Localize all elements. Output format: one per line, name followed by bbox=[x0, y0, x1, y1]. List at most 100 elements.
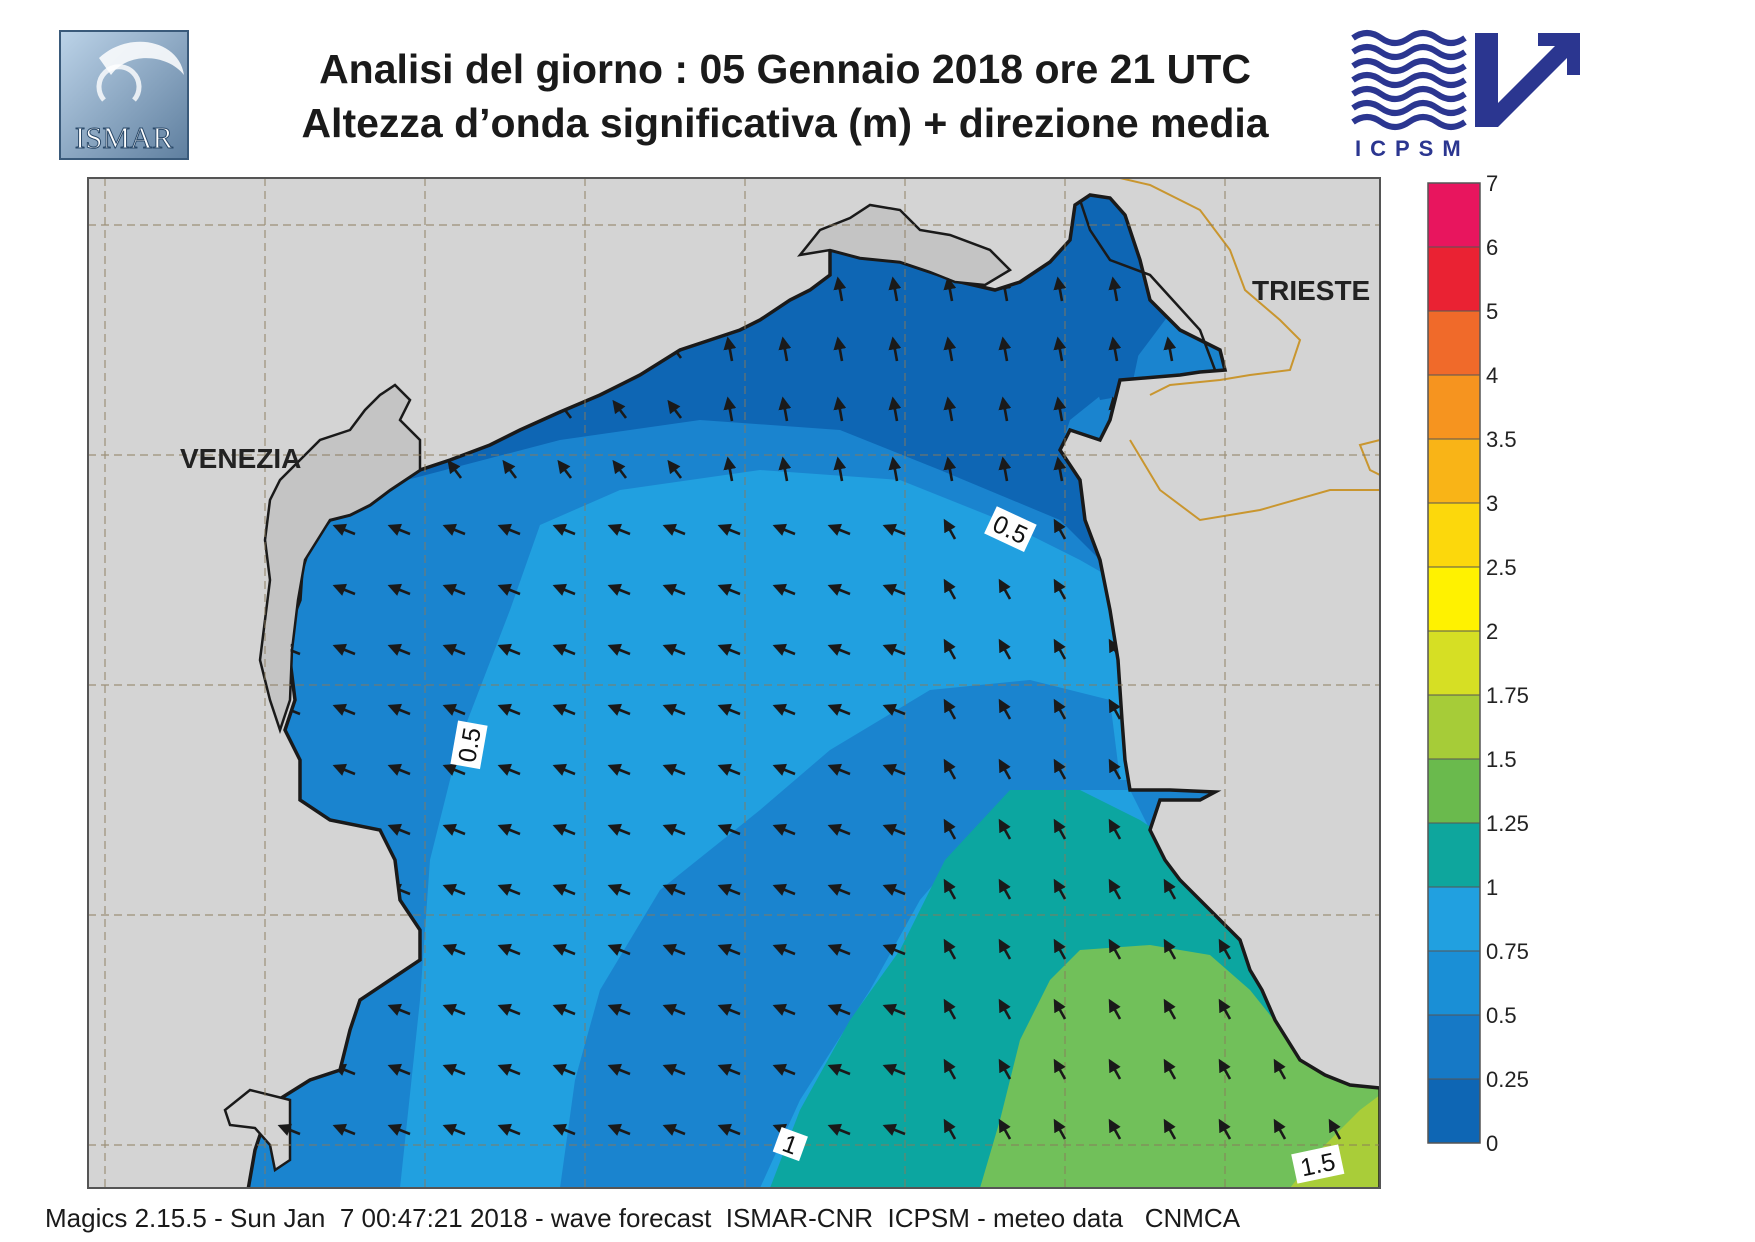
wave-arrow bbox=[552, 703, 576, 716]
wave-arrow bbox=[833, 396, 847, 422]
colorbar-tick-label: 2.5 bbox=[1486, 555, 1517, 580]
wave-arrow bbox=[827, 943, 851, 956]
wave-arrow bbox=[772, 823, 796, 836]
wave-arrow bbox=[827, 883, 851, 896]
colorbar-tick-label: 1.25 bbox=[1486, 811, 1529, 836]
wave-arrow bbox=[442, 583, 466, 596]
wave-arrow bbox=[772, 643, 796, 656]
wave-arrow bbox=[998, 998, 1012, 1020]
wave-arrow bbox=[827, 1123, 851, 1136]
colorbar-swatch bbox=[1428, 439, 1480, 504]
colorbar-tick-label: 2 bbox=[1486, 619, 1498, 644]
colorbar-tick-label: 0 bbox=[1486, 1131, 1498, 1156]
wave-arrow bbox=[1053, 336, 1067, 362]
colorbar-tick-label: 0.75 bbox=[1486, 939, 1529, 964]
wave-arrow bbox=[1053, 1118, 1067, 1140]
wave-arrow bbox=[717, 1063, 741, 1076]
colorbar-tick-label: 5 bbox=[1486, 299, 1498, 324]
colorbar-swatch bbox=[1428, 695, 1480, 760]
colorbar-tick-label: 1.75 bbox=[1486, 683, 1529, 708]
wave-arrow bbox=[497, 1123, 521, 1136]
wave-arrow bbox=[552, 823, 576, 836]
wave-arrow bbox=[717, 1003, 741, 1016]
wave-arrow bbox=[998, 878, 1012, 900]
wave-arrow bbox=[882, 643, 906, 656]
wave-arrow bbox=[772, 763, 796, 776]
wave-arrow bbox=[1163, 1118, 1177, 1140]
contour-label-4: 1.5 bbox=[1291, 1144, 1345, 1184]
wave-arrow bbox=[387, 763, 411, 776]
wave-arrow bbox=[882, 763, 906, 776]
wave-arrow bbox=[552, 583, 576, 596]
wave-arrow bbox=[607, 823, 631, 836]
colorbar-swatch bbox=[1428, 759, 1480, 824]
wave-arrow bbox=[1218, 1058, 1232, 1080]
wave-arrow bbox=[662, 1063, 686, 1076]
wave-arrow bbox=[827, 823, 851, 836]
wave-arrow bbox=[1053, 638, 1067, 660]
wave-arrow bbox=[662, 643, 686, 656]
wave-arrow bbox=[772, 1003, 796, 1016]
wave-arrow bbox=[717, 703, 741, 716]
wave-arrow bbox=[552, 1063, 576, 1076]
wave-arrow bbox=[827, 1003, 851, 1016]
colorbar-swatch bbox=[1428, 887, 1480, 952]
wave-arrow bbox=[497, 943, 521, 956]
wave-arrow bbox=[552, 883, 576, 896]
colorbar-swatch bbox=[1428, 567, 1480, 632]
wave-arrow bbox=[882, 1003, 906, 1016]
border-line-2 bbox=[1129, 439, 1380, 522]
wave-arrow bbox=[717, 763, 741, 776]
wave-arrow bbox=[943, 698, 957, 720]
wave-arrow bbox=[662, 763, 686, 776]
wave-arrow bbox=[772, 583, 796, 596]
wave-arrow bbox=[1053, 578, 1067, 600]
colorbar-tick-label: 3.5 bbox=[1486, 427, 1517, 452]
icpsm-logo-icon: ICPSM bbox=[1351, 30, 1580, 161]
wave-arrow bbox=[607, 943, 631, 956]
contour-label-3: 1 bbox=[772, 1127, 808, 1162]
wave-arrow bbox=[1108, 758, 1122, 780]
wave-arrow bbox=[442, 943, 466, 956]
wave-arrow bbox=[552, 763, 576, 776]
wave-arrow bbox=[552, 943, 576, 956]
wave-arrow bbox=[888, 456, 902, 482]
wave-arrow bbox=[1053, 998, 1067, 1020]
footer-credits: Magics 2.15.5 - Sun Jan 7 00:47:21 2018 … bbox=[45, 1203, 1241, 1233]
colorbar-swatch bbox=[1428, 311, 1480, 376]
wave-arrow bbox=[998, 638, 1012, 660]
colorbar-swatch bbox=[1428, 1015, 1480, 1080]
wave-arrow bbox=[387, 1123, 411, 1136]
wave-arrow bbox=[717, 943, 741, 956]
wave-arrow bbox=[662, 583, 686, 596]
wave-arrow bbox=[1053, 276, 1067, 302]
title-line-1: Analisi del giorno : 05 Gennaio 2018 ore… bbox=[319, 46, 1251, 92]
wave-arrow bbox=[998, 456, 1012, 482]
wave-arrow bbox=[1273, 1058, 1287, 1080]
wave-arrow bbox=[827, 703, 851, 716]
wave-arrow bbox=[888, 336, 902, 362]
colorbar: 7 6 5 4 3.5 3 2.5 2 1.75 1.5 1.25 1 0.75 0.5 0.25 0 bbox=[1427, 171, 1529, 1156]
wave-arrow bbox=[998, 758, 1012, 780]
wave-arrow bbox=[888, 396, 902, 422]
wave-arrow bbox=[1163, 998, 1177, 1020]
wave-arrow bbox=[943, 638, 957, 660]
wave-arrow bbox=[998, 938, 1012, 960]
colorbar-swatch bbox=[1428, 247, 1480, 312]
colorbar-swatch bbox=[1428, 951, 1480, 1016]
title-line-2: Altezza d’onda significativa (m) + direz… bbox=[301, 100, 1269, 146]
wave-arrow bbox=[497, 883, 521, 896]
wave-arrow bbox=[442, 1003, 466, 1016]
wave-arrow bbox=[1053, 456, 1067, 482]
wave-arrow bbox=[607, 883, 631, 896]
border-line-3 bbox=[1358, 439, 1380, 476]
wave-arrow bbox=[442, 883, 466, 896]
colorbar-tick-label: 1.5 bbox=[1486, 747, 1517, 772]
map-frame bbox=[87, 177, 1381, 1189]
wave-arrow bbox=[387, 1063, 411, 1076]
wave-arrow bbox=[332, 583, 356, 596]
wave-arrow bbox=[778, 456, 792, 482]
wave-arrow bbox=[723, 456, 737, 482]
wave-arrow bbox=[552, 643, 576, 656]
wave-arrow bbox=[772, 883, 796, 896]
